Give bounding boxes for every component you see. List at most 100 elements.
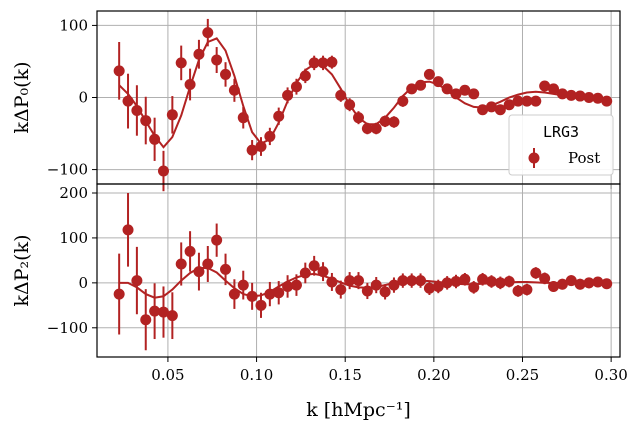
data-point [299,267,311,279]
data-point [370,122,382,134]
data-point [485,101,497,113]
data-point [166,310,178,322]
data-point [415,79,427,91]
data-point [255,141,267,153]
data-point [450,88,462,100]
data-point [113,288,125,300]
data-point [299,70,311,82]
data-point [131,275,143,287]
data-point [397,95,409,107]
data-point [530,95,542,107]
data-point [503,276,515,288]
data-point [406,275,418,287]
x-axis-label: k [hMpc⁻¹] [306,399,411,421]
data-point [485,276,497,288]
data-point [548,83,560,95]
data-point [423,282,435,294]
legend-entry-post: Post [568,149,600,167]
y-tick-label: 100 [59,16,88,34]
x-tick-label: 0.30 [594,366,627,384]
y-tick-label: 200 [59,184,88,202]
data-point [149,133,161,145]
data-point [512,285,524,297]
legend: LRG3 Post [508,114,614,176]
data-point [370,279,382,291]
data-point [468,281,480,293]
data-point [432,76,444,88]
x-tick-label: 0.25 [506,366,539,384]
data-point [140,115,152,127]
data-point [255,299,267,311]
panel-frame [96,183,621,358]
data-point [353,275,364,287]
data-point [220,263,232,275]
data-point [494,277,506,289]
y-tick-label: −100 [47,161,88,179]
data-point [361,122,373,134]
y-tick-label: −100 [47,319,88,337]
data-point [521,95,533,107]
legend-title: LRG3 [543,123,579,141]
data-point [113,65,125,77]
data-point [175,258,187,270]
x-tick-label: 0.10 [240,366,273,384]
monopole-panel: 100 0 −100 kΔP₀(k) [11,10,621,192]
data-point [157,306,169,318]
data-point [237,279,249,291]
data-point [273,287,285,299]
data-point [477,273,489,285]
data-point [246,144,258,156]
data-point [246,290,258,302]
data-point [184,245,196,257]
data-point [335,284,347,296]
data-point [175,57,187,69]
data-point [459,84,471,96]
x-tick-label: 0.05 [151,366,184,384]
data-point [282,89,294,101]
data-point [317,266,329,278]
data-point [565,89,577,101]
data-point [601,278,613,290]
data-point [228,288,240,300]
quadrupole-panel: 200 100 0 −100 0.05 0.10 0.15 0.20 0.25 0.30 kΔP₂(… [11,183,628,384]
data-point [335,89,347,101]
data-point [193,266,205,278]
data-point [450,276,462,288]
data-point [432,280,444,292]
data-point [388,116,400,128]
data-point [264,288,276,300]
data-point [521,284,533,296]
data-point [344,275,356,287]
data-point [290,81,302,93]
data-point [344,99,356,111]
data-point [583,277,595,289]
data-point [264,130,276,142]
data-point [592,92,604,104]
data-point [140,314,152,326]
y-axis-label: kΔP₀(k) [11,62,33,134]
data-point [512,95,524,107]
data-point [202,258,214,270]
data-point [184,79,196,91]
data-point [211,54,223,66]
data-point [388,279,400,291]
data-point [317,57,329,69]
data-point [379,115,391,127]
data-point [202,27,214,39]
data-point [379,286,391,298]
data-point [149,305,161,317]
y-tick-label: 0 [78,89,88,107]
data-point [423,68,435,80]
data-point [539,80,551,92]
data-point [592,276,604,288]
data-point [326,56,338,68]
data-point [122,95,134,107]
data-point [565,275,577,287]
data-point [415,275,427,287]
data-point [282,280,294,292]
data-point [157,165,169,177]
data-point [459,273,471,285]
data-point [353,112,364,124]
data-point [308,260,320,272]
